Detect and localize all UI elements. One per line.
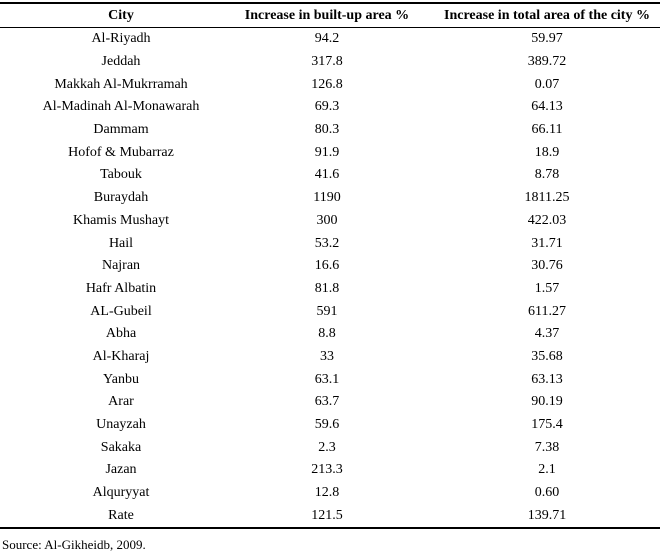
header-builtup-area: Increase in built-up area % [242, 3, 412, 28]
table-row: Dammam 80.3 66.11 [0, 119, 660, 142]
city-cell: Jeddah [101, 54, 141, 70]
total-area-cell: 31.71 [531, 235, 563, 251]
builtup-area-cell: 16.6 [314, 258, 340, 274]
total-area-cell: 0.60 [534, 485, 560, 501]
city-cell: Alquryyat [92, 485, 150, 501]
total-area-cell: 63.13 [531, 371, 563, 387]
builtup-area-cell: 121.5 [242, 504, 412, 530]
total-area-cell: 611.27 [528, 303, 566, 319]
city-cell: AL-Gubeil [90, 303, 152, 319]
builtup-area-cell: 80.3 [314, 122, 340, 138]
city-cell: Jazan [105, 462, 137, 478]
builtup-area-cell: 69.3 [314, 99, 340, 115]
city-cell: Unayzah [96, 417, 146, 433]
total-area-cell: 175.4 [531, 417, 563, 433]
total-area-cell: 2.1 [538, 462, 556, 478]
table-row: Al-Madinah Al-Monawarah 69.3 64.13 [0, 96, 660, 119]
table-row: Najran 16.6 30.76 [0, 255, 660, 278]
total-area-cell: 30.76 [531, 258, 563, 274]
builtup-area-cell: 317.8 [311, 54, 343, 70]
builtup-area-cell: 1190 [313, 190, 341, 206]
total-area-cell: 90.19 [531, 394, 563, 410]
table-body: Al-Riyadh 94.2 59.97 Jeddah 317.8 389.72 Makka… [0, 28, 660, 530]
city-growth-table: City Increase in built-up area % Increas… [0, 2, 660, 530]
total-area-cell: 4.37 [534, 326, 560, 342]
city-cell: Hail [108, 235, 134, 251]
builtup-area-cell: 33 [320, 348, 334, 364]
builtup-area-cell: 2.3 [318, 439, 336, 455]
header-total-area: Increase in total area of the city % [412, 3, 660, 28]
total-area-cell: 66.11 [531, 122, 563, 138]
builtup-area-cell: 300 [316, 212, 338, 228]
total-area-cell: 389.72 [527, 54, 567, 70]
table-row: Makkah Al-Mukrramah 126.8 0.07 [0, 73, 660, 96]
table-row: Hafr Albatin 81.8 1.57 [0, 278, 660, 301]
builtup-area-cell: 591 [316, 303, 338, 319]
builtup-area-cell: 213.3 [311, 462, 343, 478]
city-cell: Hafr Albatin [85, 280, 157, 296]
builtup-area-cell: 94.2 [314, 31, 340, 47]
table-row: Abha 8.8 4.37 [0, 323, 660, 346]
table-row: Khamis Mushayt 300 422.03 [0, 210, 660, 233]
table-row: Al-Kharaj 33 35.68 [0, 346, 660, 369]
header-city: City [0, 3, 242, 28]
city-cell: Rate [0, 504, 242, 530]
builtup-area-cell: 126.8 [311, 76, 343, 92]
city-cell: Makkah Al-Mukrramah [54, 76, 188, 92]
header-row: City Increase in built-up area % Increas… [0, 3, 660, 28]
table-row: Jeddah 317.8 389.72 [0, 51, 660, 74]
builtup-area-cell: 41.6 [314, 167, 340, 183]
city-cell: Najran [101, 258, 141, 274]
total-area-cell: 8.78 [534, 167, 560, 183]
table-row: Buraydah 1190 1811.25 [0, 187, 660, 210]
city-cell: Tabouk [100, 167, 142, 183]
table-row: AL-Gubeil 591 611.27 [0, 300, 660, 323]
city-cell: Dammam [93, 122, 149, 138]
total-area-cell: 7.38 [534, 439, 560, 455]
builtup-area-cell: 91.9 [314, 144, 340, 160]
city-cell: Buraydah [93, 190, 149, 206]
builtup-area-cell: 53.2 [314, 235, 340, 251]
builtup-area-cell: 59.6 [314, 417, 340, 433]
table-row: Jazan 213.3 2.1 [0, 459, 660, 482]
builtup-area-cell: 12.8 [314, 485, 340, 501]
rate-row: Rate 121.5 139.71 [0, 504, 660, 530]
city-cell: Al-Kharaj [92, 348, 150, 364]
table-row: Sakaka 2.3 7.38 [0, 436, 660, 459]
total-area-cell: 139.71 [412, 504, 660, 530]
table-row: Al-Riyadh 94.2 59.97 [0, 28, 660, 51]
city-cell: Abha [105, 326, 137, 342]
source-note: Source: Al-Gikheidb, 2009. [2, 537, 146, 553]
table-row: Hofof & Mubarraz 91.9 18.9 [0, 141, 660, 164]
table-row: Yanbu 63.1 63.13 [0, 368, 660, 391]
total-area-cell: 18.9 [534, 144, 560, 160]
city-cell: Al-Madinah Al-Monawarah [42, 99, 200, 115]
builtup-area-cell: 81.8 [314, 280, 340, 296]
builtup-area-cell: 63.7 [314, 394, 340, 410]
city-cell: Khamis Mushayt [72, 212, 170, 228]
table-row: Hail 53.2 31.71 [0, 232, 660, 255]
city-cell: Al-Riyadh [91, 31, 151, 47]
table-row: Tabouk 41.6 8.78 [0, 164, 660, 187]
table-row: Alquryyat 12.8 0.60 [0, 482, 660, 505]
table-row: Unayzah 59.6 175.4 [0, 414, 660, 437]
total-area-cell: 1.57 [534, 280, 560, 296]
total-area-cell: 35.68 [531, 348, 563, 364]
total-area-cell: 59.97 [531, 31, 563, 47]
city-cell: Sakaka [100, 439, 142, 455]
city-cell: Yanbu [103, 371, 139, 387]
city-cell: Arar [108, 394, 134, 410]
table-header: City Increase in built-up area % Increas… [0, 3, 660, 28]
total-area-cell: 64.13 [531, 99, 563, 115]
table-row: Arar 63.7 90.19 [0, 391, 660, 414]
builtup-area-cell: 63.1 [314, 371, 340, 387]
total-area-cell: 1811.25 [524, 190, 570, 206]
city-cell: Hofof & Mubarraz [68, 144, 174, 160]
total-area-cell: 0.07 [534, 76, 560, 92]
builtup-area-cell: 8.8 [318, 326, 336, 342]
total-area-cell: 422.03 [527, 212, 567, 228]
